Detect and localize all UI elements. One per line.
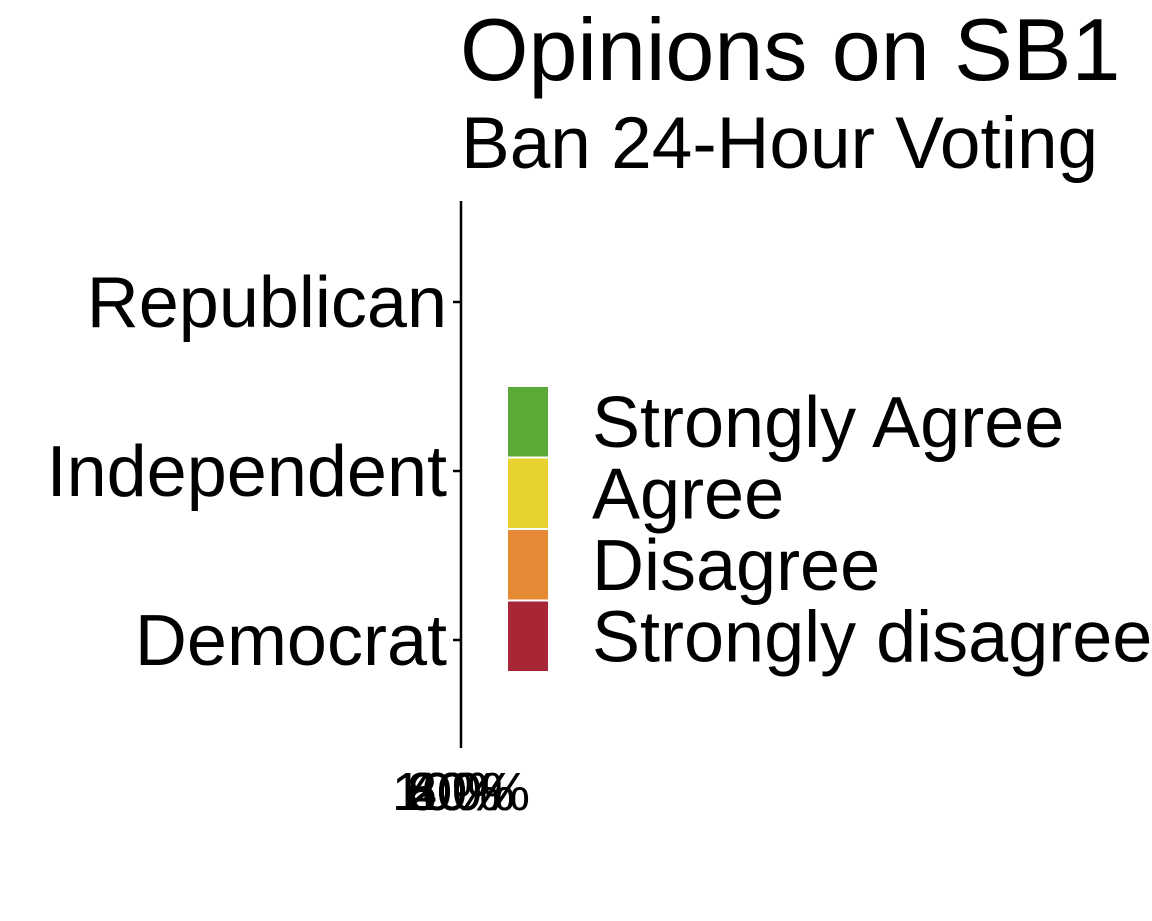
chart-subtitle: Ban 24-Hour Voting	[461, 103, 1098, 184]
legend-key-disagree	[506, 528, 550, 602]
x-tick-label: 20%	[407, 762, 515, 822]
y-axis-ticks	[453, 300, 461, 642]
y-tick-label-republican: Republican	[87, 263, 447, 343]
chart-title: Opinions on SB1	[460, 0, 1120, 99]
x-tick-label: 0%	[422, 762, 500, 822]
x-tick-label: 40%	[407, 762, 515, 822]
legend-label: Strongly disagree	[592, 597, 1152, 677]
x-tick-label: 80%	[407, 762, 515, 822]
legend-label: Strongly Agree	[592, 383, 1064, 463]
legend-key-strongly-agree	[506, 385, 550, 459]
x-tick-label: 100%	[392, 762, 530, 822]
y-tick-label-democrat: Democrat	[135, 601, 447, 681]
x-tick-label: 60%	[407, 762, 515, 822]
y-axis-labels: Republican Independent Democrat	[47, 263, 447, 681]
legend-key-agree	[506, 456, 550, 530]
legend-label: Agree	[592, 454, 784, 534]
x-axis-tick-labels: 0%20%40%60%80%100%	[392, 762, 530, 822]
legend-label: Disagree	[592, 526, 880, 606]
y-tick-label-independent: Independent	[47, 432, 447, 512]
legend-key-strongly-disagree	[506, 599, 550, 673]
